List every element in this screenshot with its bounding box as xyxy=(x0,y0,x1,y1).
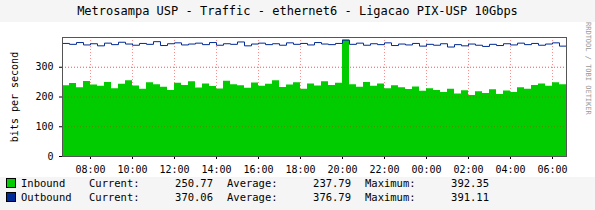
svg-text:0: 0 xyxy=(47,151,53,162)
svg-text:16:00: 16:00 xyxy=(243,164,273,175)
html-text:Outbound: Outbound xyxy=(21,191,72,203)
html-text:RRDTOOL / TOBI OETIKER: RRDTOOL / TOBI OETIKER xyxy=(584,22,592,115)
svg-text:100: 100 xyxy=(35,121,53,132)
svg-text:04:00: 04:00 xyxy=(495,164,525,175)
html-text:Maximum:: Maximum: xyxy=(365,177,416,189)
html-text:392.35: 392.35 xyxy=(451,177,489,189)
svg-text:300: 300 xyxy=(35,61,53,72)
svg-text:02:00: 02:00 xyxy=(453,164,483,175)
svg-text:200: 200 xyxy=(35,91,53,102)
svg-text:22:00: 22:00 xyxy=(369,164,399,175)
html-text:Average:: Average: xyxy=(227,191,278,203)
html-text:391.11: 391.11 xyxy=(451,191,489,203)
html-text:Average:: Average: xyxy=(227,177,278,189)
html-text:370.06: 370.06 xyxy=(175,191,213,203)
html-text:376.79: 376.79 xyxy=(313,191,351,203)
svg-text:08:00: 08:00 xyxy=(75,164,105,175)
html-text:Current:: Current: xyxy=(89,177,140,189)
html-text:Maximum:: Maximum: xyxy=(365,191,416,203)
svg-text:10:00: 10:00 xyxy=(117,164,147,175)
svg-text:18:00: 18:00 xyxy=(285,164,315,175)
svg-text:00:00: 00:00 xyxy=(411,164,441,175)
html-text:Inbound: Inbound xyxy=(21,177,66,189)
svg-text:14:00: 14:00 xyxy=(201,164,231,175)
svg-text:bits per second: bits per second xyxy=(9,52,20,142)
html-text:Current:: Current: xyxy=(89,191,140,203)
html-text:237.79: 237.79 xyxy=(313,177,351,189)
svg-text:20:00: 20:00 xyxy=(327,164,357,175)
svg-text:12:00: 12:00 xyxy=(159,164,189,175)
html-text:250.77: 250.77 xyxy=(175,177,213,189)
html-text:Metrosampa USP - Traffic - eth: Metrosampa USP - Traffic - ethernet6 - L… xyxy=(77,4,518,18)
svg-text:06:00: 06:00 xyxy=(537,164,567,175)
